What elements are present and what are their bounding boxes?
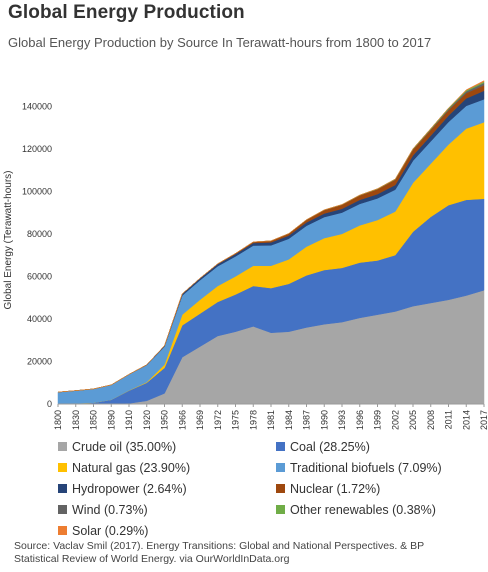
x-tick-label: 1890 [106, 410, 116, 430]
x-tick-label: 1981 [266, 410, 276, 430]
chart-subtitle: Global Energy Production by Source In Te… [8, 35, 432, 50]
x-tick-label: 1984 [284, 410, 294, 430]
legend-label: Wind (0.73%) [72, 503, 148, 517]
legend-label: Coal (28.25%) [290, 440, 370, 454]
x-tick-label: 1996 [355, 410, 365, 430]
legend-label: Solar (0.29%) [72, 524, 149, 538]
x-tick-label: 2017 [479, 410, 488, 430]
legend-label: Traditional biofuels (7.09%) [290, 461, 442, 475]
x-tick-label: 1969 [195, 410, 205, 430]
y-tick-label: 20000 [27, 356, 52, 366]
x-tick-label: 1910 [124, 410, 134, 430]
legend-swatch [58, 484, 67, 493]
legend-label: Other renewables (0.38%) [290, 503, 436, 517]
x-tick-label: 2011 [444, 410, 454, 429]
legend-swatch [58, 463, 67, 472]
legend-label: Hydropower (2.64%) [72, 482, 187, 496]
axes: 0 20000 40000 60000 80000 100000 120000 140000 1… [22, 101, 488, 430]
area-series-8 [57, 80, 485, 393]
legend-item: Solar (0.29%) [58, 524, 148, 538]
legend-swatch [276, 442, 285, 451]
x-tick-label: 1920 [142, 410, 152, 430]
x-tick-label: 1950 [160, 410, 170, 430]
legend-item: Wind (0.73%) [58, 503, 148, 517]
x-tick-label: 1990 [319, 410, 329, 430]
x-tick-label: 1850 [89, 410, 99, 430]
x-tick-label: 1993 [337, 410, 347, 430]
legend-swatch [58, 442, 67, 451]
x-tick-label: 2014 [461, 410, 471, 430]
chart-title: Global Energy Production [8, 2, 245, 23]
y-tick-label: 100000 [22, 186, 52, 196]
legend-item: Coal (28.25%) [276, 440, 370, 454]
y-tick-label: 120000 [22, 144, 52, 154]
x-tick-label: 1800 [53, 410, 63, 430]
x-tick-label: 1966 [177, 410, 187, 430]
x-tick-label: 1999 [373, 410, 383, 430]
area-layers [57, 80, 485, 405]
legend-item: Other renewables (0.38%) [276, 503, 436, 517]
legend-label: Natural gas (23.90%) [72, 461, 191, 475]
y-tick-label: 80000 [27, 229, 52, 239]
source-line-1: Source: Vaclav Smil (2017). Energy Trans… [14, 540, 425, 552]
legend-label: Crude oil (35.00%) [72, 440, 177, 454]
source-note: Source: Vaclav Smil (2017). Energy Trans… [14, 540, 484, 566]
stacked-area-chart: 0 20000 40000 60000 80000 100000 120000 140000 1… [3, 80, 488, 430]
y-tick-label: 40000 [27, 314, 52, 324]
legend-label: Nuclear (1.72%) [290, 482, 381, 496]
x-tick-label: 1978 [248, 410, 258, 430]
y-tick-label: 0 [47, 399, 52, 409]
x-tick-label: 1972 [213, 410, 223, 430]
x-tick-label: 1987 [302, 410, 312, 430]
x-tick-label: 2005 [408, 410, 418, 430]
legend-item: Hydropower (2.64%) [58, 482, 187, 496]
y-tick-label: 140000 [22, 101, 52, 111]
y-axis-label: Global Energy (Terawatt-hours) [3, 171, 14, 310]
legend-item: Traditional biofuels (7.09%) [276, 461, 442, 475]
legend-item: Natural gas (23.90%) [58, 461, 190, 475]
legend-item: Crude oil (35.00%) [58, 440, 176, 454]
y-tick-label: 60000 [27, 271, 52, 281]
legend-swatch [58, 505, 67, 514]
x-tick-label: 2008 [426, 410, 436, 430]
source-line-2: Statistical Review of World Energy. via … [14, 553, 290, 565]
legend-swatch [276, 484, 285, 493]
legend-swatch [276, 505, 285, 514]
x-tick-label: 1975 [231, 410, 241, 430]
legend-swatch [276, 463, 285, 472]
x-tick-label: 2002 [390, 410, 400, 430]
legend-swatch [58, 526, 67, 535]
legend-item: Nuclear (1.72%) [276, 482, 380, 496]
x-tick-label: 1830 [71, 410, 81, 430]
